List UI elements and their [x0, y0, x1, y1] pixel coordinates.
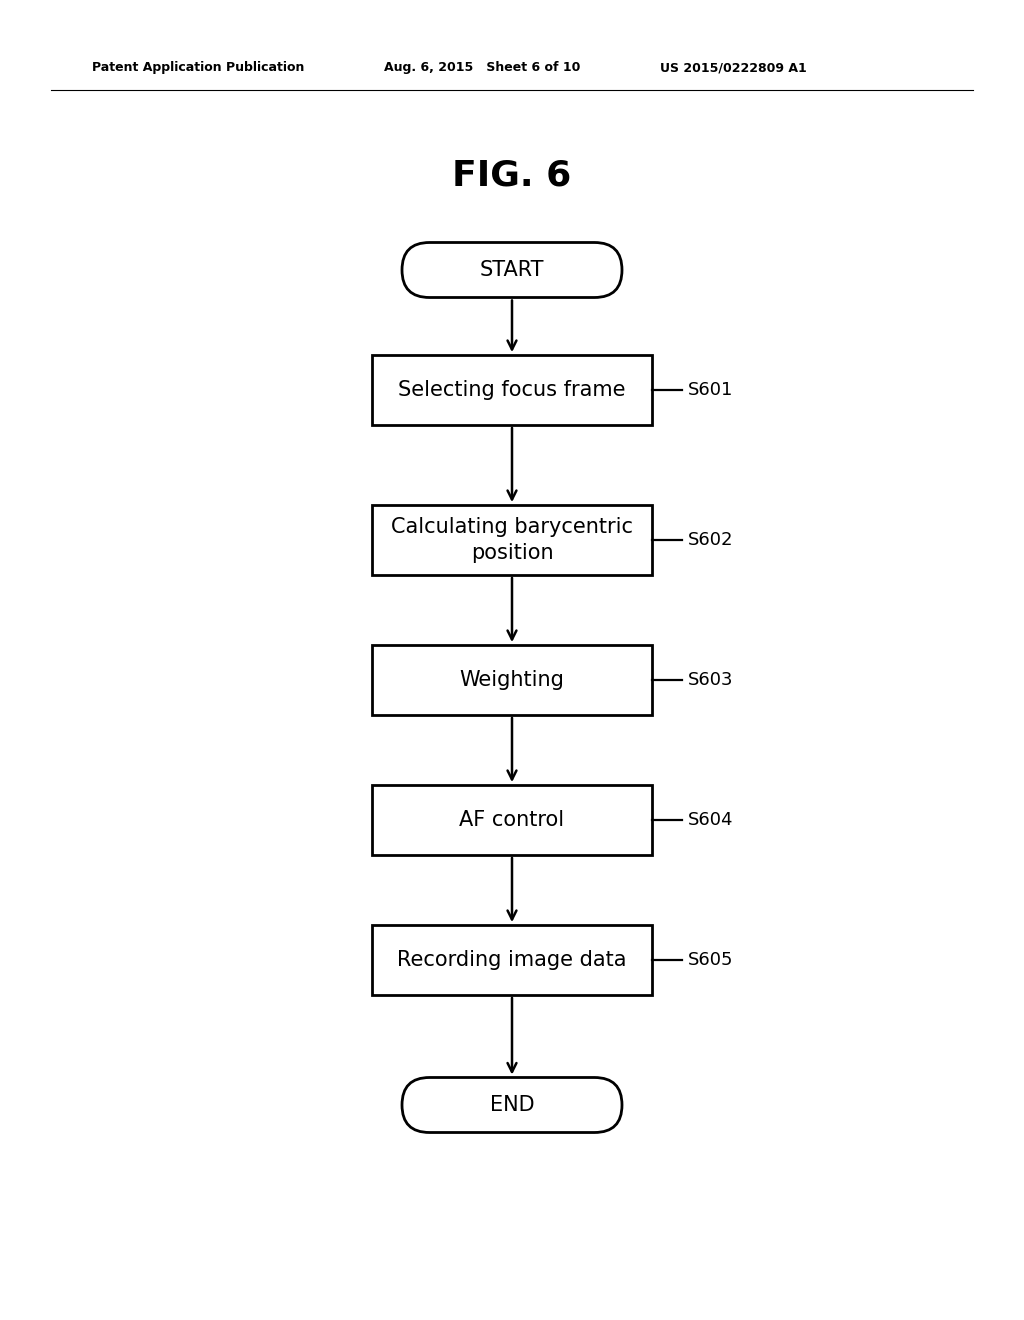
Text: Recording image data: Recording image data	[397, 950, 627, 970]
Text: END: END	[489, 1096, 535, 1115]
FancyBboxPatch shape	[372, 785, 652, 855]
FancyBboxPatch shape	[402, 1077, 622, 1133]
Text: START: START	[480, 260, 544, 280]
FancyBboxPatch shape	[372, 645, 652, 715]
Text: AF control: AF control	[460, 810, 564, 830]
Text: Calculating barycentric
position: Calculating barycentric position	[391, 517, 633, 564]
Text: Selecting focus frame: Selecting focus frame	[398, 380, 626, 400]
FancyBboxPatch shape	[372, 506, 652, 576]
FancyBboxPatch shape	[372, 355, 652, 425]
FancyBboxPatch shape	[372, 925, 652, 995]
Text: US 2015/0222809 A1: US 2015/0222809 A1	[660, 62, 807, 74]
FancyBboxPatch shape	[402, 243, 622, 297]
Text: FIG. 6: FIG. 6	[453, 158, 571, 191]
Text: Aug. 6, 2015   Sheet 6 of 10: Aug. 6, 2015 Sheet 6 of 10	[384, 62, 581, 74]
Text: S601: S601	[688, 381, 733, 399]
Text: S605: S605	[688, 950, 733, 969]
Text: Patent Application Publication: Patent Application Publication	[92, 62, 304, 74]
Text: S602: S602	[688, 531, 733, 549]
Text: Weighting: Weighting	[460, 671, 564, 690]
Text: S604: S604	[688, 810, 733, 829]
Text: S603: S603	[688, 671, 733, 689]
